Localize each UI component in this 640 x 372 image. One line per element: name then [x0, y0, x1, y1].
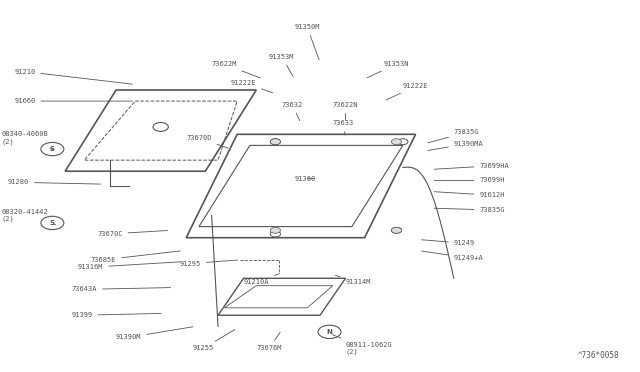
Text: 91612H: 91612H [435, 192, 505, 198]
Text: 91316M: 91316M [78, 262, 180, 270]
Text: 91280: 91280 [8, 179, 100, 185]
Circle shape [270, 139, 280, 145]
Text: 91222E: 91222E [386, 83, 428, 100]
Text: 91249+A: 91249+A [422, 251, 484, 261]
Text: ^736*0058: ^736*0058 [578, 350, 620, 359]
Text: 73835G: 73835G [428, 129, 479, 143]
Text: 73632: 73632 [282, 102, 303, 121]
Text: 91314M: 91314M [335, 275, 371, 285]
Text: S: S [50, 146, 55, 152]
Text: 73643A: 73643A [72, 286, 171, 292]
Circle shape [270, 231, 280, 237]
Circle shape [270, 227, 280, 233]
Text: 91360: 91360 [294, 176, 316, 182]
Circle shape [392, 227, 401, 233]
Circle shape [392, 227, 401, 233]
Text: 91222E: 91222E [231, 80, 273, 93]
Text: 91660: 91660 [14, 98, 132, 104]
Text: 91350M: 91350M [294, 24, 320, 60]
Text: 73622N: 73622N [333, 102, 358, 121]
Circle shape [397, 139, 408, 145]
Circle shape [392, 139, 401, 145]
Text: 73670C: 73670C [97, 231, 168, 237]
Text: 91353N: 91353N [367, 61, 409, 78]
Text: 91353M: 91353M [269, 54, 294, 77]
Text: 91295: 91295 [180, 260, 237, 266]
Text: S: S [50, 220, 55, 226]
Text: 73699HA: 73699HA [435, 163, 509, 169]
Text: 73622M: 73622M [212, 61, 260, 78]
Text: 73676M: 73676M [256, 332, 282, 352]
Text: 91390M: 91390M [116, 327, 193, 340]
Text: N: N [326, 329, 333, 335]
Text: 91249: 91249 [422, 240, 475, 246]
Circle shape [270, 139, 280, 145]
Text: 91390MA: 91390MA [428, 141, 484, 150]
Text: 73670D: 73670D [186, 135, 228, 148]
Text: 08340-4060B
(2): 08340-4060B (2) [1, 131, 53, 150]
Text: 91210A: 91210A [244, 274, 279, 285]
Text: 91210: 91210 [14, 68, 132, 84]
Text: 91255: 91255 [193, 330, 235, 352]
Text: 73633: 73633 [333, 120, 354, 135]
Text: 73685E: 73685E [91, 251, 180, 263]
Text: 73699H: 73699H [435, 177, 505, 183]
Text: 08320-41442
(2): 08320-41442 (2) [1, 209, 56, 225]
Text: 73835G: 73835G [435, 207, 505, 213]
Text: 08911-1062G
(2): 08911-1062G (2) [332, 335, 392, 355]
Text: 91399: 91399 [72, 312, 161, 318]
